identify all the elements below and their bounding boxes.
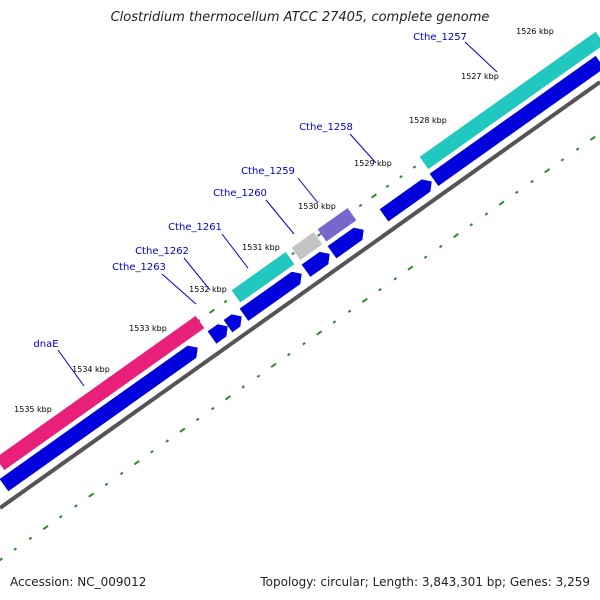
gene-labels: Cthe_1257 Cthe_1258 Cthe_1259 Cthe_1260 Cthe… bbox=[33, 32, 498, 387]
gene-label: Cthe_1258 bbox=[299, 122, 353, 133]
cds-arrow bbox=[327, 227, 364, 259]
inner-tick bbox=[13, 547, 18, 551]
outer-tick bbox=[223, 299, 228, 304]
backbone bbox=[0, 80, 600, 510]
gene-leader-line bbox=[183, 257, 211, 291]
cds-arrow bbox=[0, 345, 198, 492]
gene-Cthe_1257 bbox=[513, 31, 600, 103]
gene-leader-line bbox=[265, 199, 295, 235]
inner-tick bbox=[28, 536, 33, 541]
inner-tick bbox=[179, 427, 186, 433]
cds-track bbox=[0, 55, 600, 492]
gene-Cthe_1261 bbox=[231, 251, 295, 303]
outer-tick bbox=[370, 193, 378, 199]
tick-label: 1528 kbp bbox=[409, 116, 447, 125]
inner-tick bbox=[150, 450, 154, 454]
inner-tick bbox=[530, 179, 534, 184]
tick-label: 1532 kbp bbox=[189, 285, 227, 294]
inner-tick bbox=[165, 439, 170, 443]
gene-leader-line bbox=[161, 273, 197, 305]
inner-tick bbox=[514, 190, 519, 195]
inner-tick bbox=[0, 557, 4, 562]
cds-arrow bbox=[301, 251, 330, 277]
gene-track bbox=[0, 31, 600, 471]
inner-tick bbox=[544, 168, 551, 174]
gene-Cthe_1259 bbox=[317, 207, 357, 242]
gene-label: dnaE bbox=[33, 339, 58, 350]
inner-tick bbox=[332, 320, 337, 324]
topology-text: Topology: circular; Length: 3,843,301 bp… bbox=[260, 575, 590, 589]
cds-arrow bbox=[223, 314, 242, 333]
inner-tick bbox=[270, 362, 277, 368]
inner-tick bbox=[469, 223, 474, 227]
inner-tick bbox=[347, 309, 352, 313]
inner-tick bbox=[438, 244, 443, 249]
gene-label: Cthe_1262 bbox=[135, 246, 189, 257]
cds-arrow bbox=[239, 271, 302, 321]
tick-label: 1527 kbp bbox=[461, 72, 499, 81]
outer-tick bbox=[291, 251, 295, 256]
cds-arrow bbox=[379, 179, 432, 222]
outer-tick bbox=[412, 165, 417, 169]
gene-leader-line bbox=[349, 133, 377, 164]
gene-dnaE bbox=[0, 315, 205, 471]
outer-tick bbox=[385, 184, 390, 189]
accession-text: Accession: NC_009012 bbox=[10, 575, 147, 589]
inner-tick bbox=[224, 395, 232, 401]
inner-tick bbox=[58, 515, 63, 519]
gene-label: Cthe_1259 bbox=[241, 166, 295, 177]
inner-tick bbox=[286, 352, 291, 357]
inner-tick bbox=[74, 504, 78, 508]
gene-leader-line bbox=[221, 233, 249, 269]
tick-label: 1535 kbp bbox=[14, 405, 52, 414]
inner-tick bbox=[88, 492, 95, 498]
inner-tick bbox=[423, 255, 428, 259]
gene-label: Cthe_1260 bbox=[213, 188, 267, 199]
inner-tick bbox=[560, 158, 565, 162]
outer-tick bbox=[358, 203, 363, 208]
gene-label: Cthe_1263 bbox=[112, 262, 166, 273]
inner-tick bbox=[589, 135, 596, 141]
gene-leader-line bbox=[464, 41, 498, 73]
inner-tick bbox=[42, 525, 49, 531]
inner-tick bbox=[378, 287, 382, 292]
inner-tick bbox=[452, 233, 460, 239]
inner-tick bbox=[302, 342, 306, 346]
tick-label: 1534 kbp bbox=[72, 365, 110, 374]
cds-arrow bbox=[429, 55, 600, 186]
tick-label: 1531 kbp bbox=[242, 243, 280, 252]
outer-tick bbox=[208, 308, 216, 314]
inner-tick bbox=[104, 482, 109, 486]
inner-tick bbox=[256, 374, 261, 378]
gene-label: Cthe_1261 bbox=[168, 222, 222, 233]
map-title: Clostridium thermocellum ATCC 27405, com… bbox=[110, 10, 490, 25]
inner-tick bbox=[361, 297, 368, 304]
inner-tick bbox=[484, 212, 489, 216]
outer-tick bbox=[399, 175, 403, 179]
inner-tick bbox=[241, 385, 246, 389]
gene-label: Cthe_1257 bbox=[413, 32, 467, 43]
tick-label: 1533 kbp bbox=[129, 324, 167, 333]
cds-arrow bbox=[207, 324, 228, 344]
tick-label: 1529 kbp bbox=[354, 159, 392, 168]
tick-label: 1526 kbp bbox=[516, 27, 554, 36]
inner-tick bbox=[498, 200, 505, 206]
inner-tick bbox=[575, 147, 580, 151]
tick-labels: 1526 kbp 1527 kbp 1528 kbp 1529 kbp 1530 kbp… bbox=[14, 27, 554, 414]
inner-tick bbox=[316, 330, 323, 336]
gene-Cthe_1260 bbox=[291, 232, 323, 260]
inner-tick bbox=[407, 265, 414, 271]
inner-tick bbox=[133, 460, 140, 466]
inner-tick bbox=[195, 417, 200, 422]
inner-tick-track bbox=[0, 135, 596, 562]
tick-label: 1530 kbp bbox=[298, 202, 336, 211]
inner-tick bbox=[119, 471, 124, 476]
gene-leader-line bbox=[57, 349, 85, 387]
inner-tick bbox=[393, 277, 398, 281]
backbone-line bbox=[0, 80, 600, 510]
inner-tick bbox=[210, 406, 215, 411]
gene-leader-line bbox=[297, 177, 319, 204]
